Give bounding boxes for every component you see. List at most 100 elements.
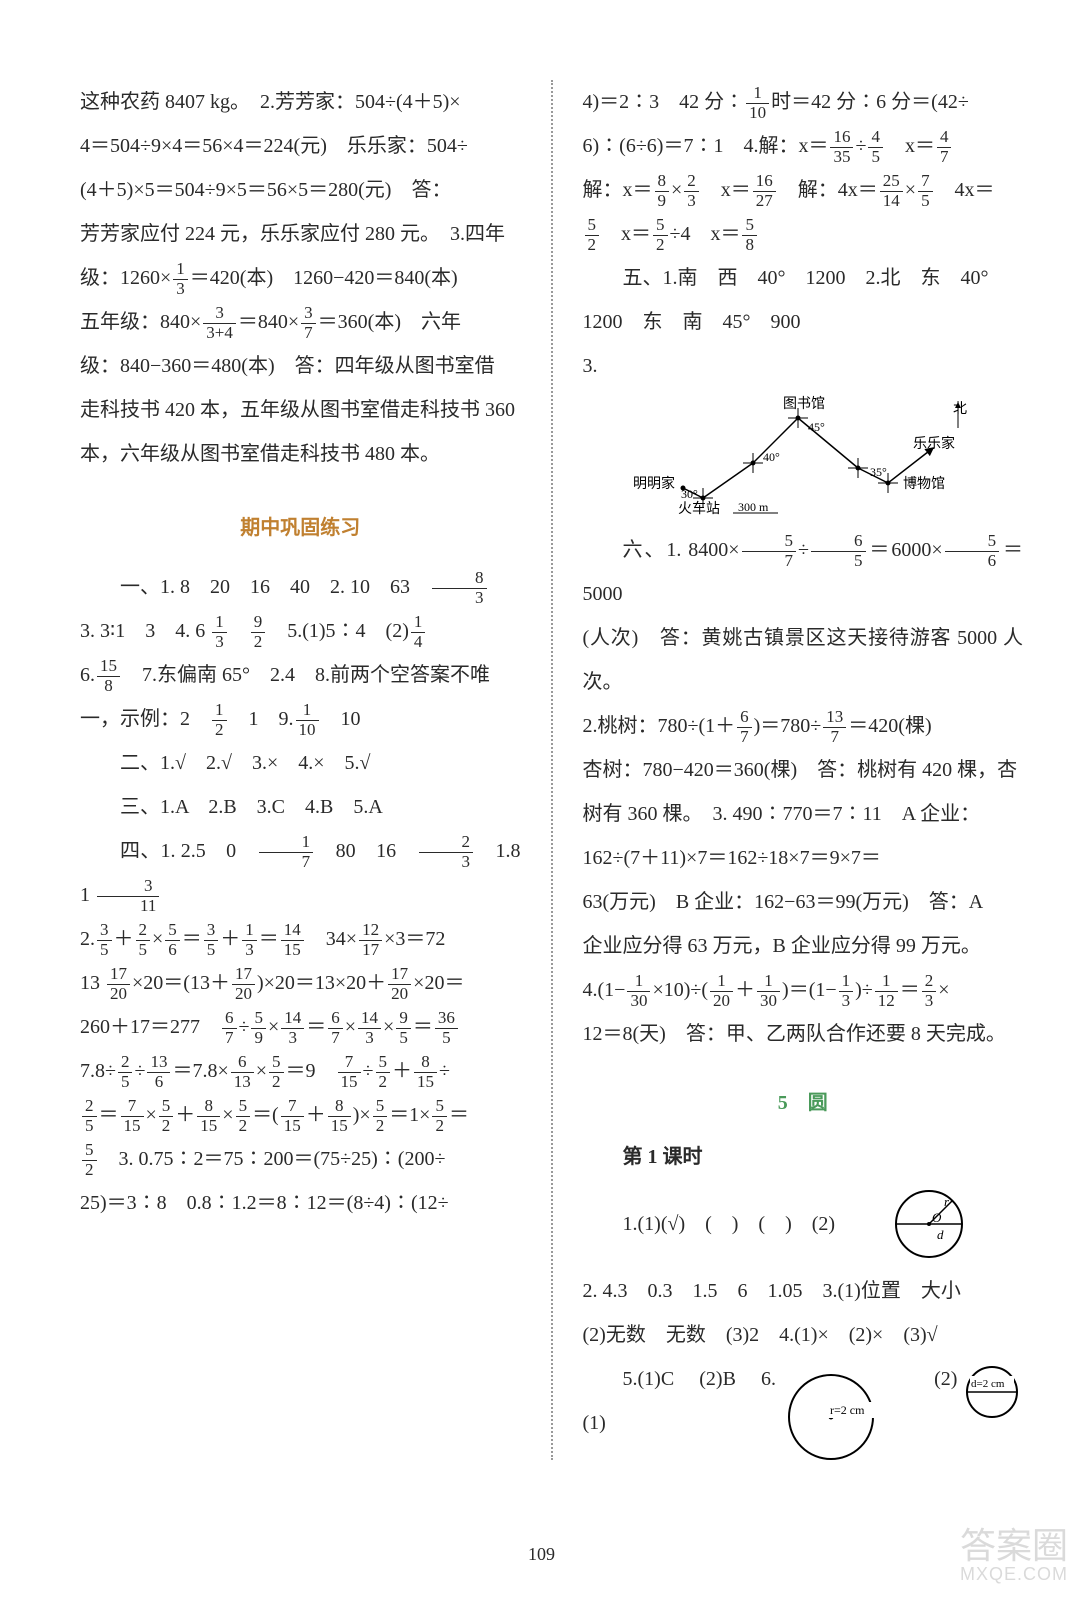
fraction: 52 [585, 216, 600, 254]
fraction: 57 [742, 532, 797, 570]
text: 5.(1)C (2)B 6.(1) [583, 1357, 777, 1445]
fraction: 52 [376, 1053, 391, 1091]
fraction: 52 [432, 1097, 447, 1135]
text: 一、1. 8 20 16 40 2. 10 63 [120, 576, 430, 598]
text: )＝780÷ [754, 715, 822, 737]
text-line: 2.35＋25×56＝35＋13＝1415 34×1217×3＝72 [80, 917, 521, 961]
svg-text:d=2 cm: d=2 cm [971, 1378, 1005, 1390]
fraction: 23 [922, 972, 937, 1010]
text-line: 一、1. 8 20 16 40 2. 10 63 83 [80, 565, 521, 609]
text: ÷ [239, 1016, 250, 1038]
fraction: 23 [684, 172, 699, 210]
fraction: 110 [746, 84, 769, 122]
text [229, 620, 249, 642]
fraction: 13 [839, 972, 854, 1010]
text: ＋ [735, 979, 755, 1001]
fraction: 35 [204, 921, 219, 959]
page-number: 109 [0, 1535, 1083, 1575]
fraction: 815 [414, 1053, 437, 1091]
right-column: 4)＝2∶3 42 分∶110时＝42 分∶6 分＝(42÷ 6)∶(6÷6)＝… [583, 80, 1024, 1460]
fraction: 1217 [359, 921, 382, 959]
svg-text:明明家: 明明家 [633, 475, 675, 492]
svg-text:40°: 40° [763, 450, 780, 464]
svg-text:乐乐家: 乐乐家 [913, 435, 955, 452]
text-line: 7.8÷25÷136＝7.8×613×52＝9 715÷52＋815÷ [80, 1049, 521, 1093]
fraction: 143 [358, 1009, 381, 1047]
text: 一，示例：2 [80, 708, 210, 730]
text-line: 树有 360 棵。 3. 490∶770＝7∶11 A 企业： [583, 792, 1024, 836]
text: 10 [321, 708, 361, 730]
fraction: 815 [197, 1097, 220, 1135]
fraction: 52 [82, 1141, 97, 1179]
svg-text:d: d [937, 1227, 944, 1242]
fraction: 52 [159, 1097, 174, 1135]
text-line: 级：840−360＝480(本) 答：四年级从图书室借 [80, 344, 521, 388]
fraction: 59 [251, 1009, 266, 1047]
text-line: 260＋17＝277 67÷59×143＝67×143×95＝365 [80, 1005, 521, 1049]
text-line: 企业应分得 63 万元，B 企业应分得 99 万元。 [583, 924, 1024, 968]
text: 4)＝2∶3 42 分∶ [583, 91, 745, 113]
text-line: 6.158 7.东偏南 65° 2.4 8.前两个空答案不唯 [80, 653, 521, 697]
text: × [383, 1016, 394, 1038]
text-line: 52 x＝52÷4 x＝58 [583, 212, 1024, 256]
text: ＝360(本) 六年 [318, 311, 461, 333]
text-line: 4)＝2∶3 42 分∶110时＝42 分∶6 分＝(42÷ [583, 80, 1024, 124]
fraction: 89 [655, 172, 670, 210]
fraction: 67 [222, 1009, 237, 1047]
fraction: 67 [328, 1009, 343, 1047]
fraction: 52 [269, 1053, 284, 1091]
text-line: 4＝504÷9×4＝56×4＝224(元) 乐乐家：504÷ [80, 124, 521, 168]
text: x＝ [601, 223, 651, 245]
fraction: 83 [432, 569, 487, 607]
text-line: 走科技书 420 本，五年级从图书室借走科技书 360 [80, 388, 521, 432]
text: 解：4x＝ [778, 179, 878, 201]
text: ＋ [175, 1104, 195, 1126]
fraction: 1720 [107, 965, 130, 1003]
fraction: 35 [97, 921, 112, 959]
text-line: (人次) 答：黄姚古镇景区这天接待游客 5000 人次。 [583, 616, 1024, 704]
fraction: 613 [231, 1053, 254, 1091]
fraction: 95 [396, 1009, 411, 1047]
fraction: 23 [419, 833, 474, 871]
text: )＝(1− [782, 979, 837, 1001]
text-line: 13 1720×20＝(13＋1720)×20＝13×20＋1720×20＝ [80, 961, 521, 1005]
text: 80 16 [315, 840, 416, 862]
text: ×3＝72 [384, 928, 445, 950]
fraction: 311 [97, 877, 159, 915]
text: × [256, 1060, 267, 1082]
text-line: 一，示例：2 12 1 9.110 10 [80, 697, 521, 741]
text: ＝420(棵) [848, 715, 931, 737]
text-line: 2.桃树：780÷(1＋67)＝780÷137＝420(棵) [583, 704, 1024, 748]
text: 六、1. 8400× [623, 539, 740, 561]
fraction: 130 [627, 972, 650, 1010]
text: × [905, 179, 916, 201]
text: 13 [80, 972, 105, 994]
text: ＋ [392, 1060, 412, 1082]
fraction: 137 [823, 708, 846, 746]
text-line: 五年级：840×33+4＝840×37＝360(本) 六年 [80, 300, 521, 344]
text-line: 4.(1−130×10)÷(120＋130)＝(1−13)÷112＝23× [583, 968, 1024, 1012]
svg-text:博物馆: 博物馆 [903, 475, 945, 492]
fraction: 25 [136, 921, 151, 959]
text-line: 二、1.√ 2.√ 3.× 4.× 5.√ [80, 741, 521, 785]
fraction: 1627 [753, 172, 776, 210]
text-line: (4＋5)×5＝504÷9×5＝56×5＝280(元) 答： [80, 168, 521, 212]
text-line: 162÷(7＋11)×7＝162÷18×7＝9×7＝ [583, 836, 1024, 880]
text: ＝ [900, 979, 920, 1001]
fraction: 715 [338, 1053, 361, 1091]
fraction: 715 [281, 1097, 304, 1135]
text: ＝ [449, 1104, 469, 1126]
text-line: 解：x＝89×23 x＝1627 解：4x＝2514×75 4x＝ [583, 168, 1024, 212]
svg-text:r: r [944, 1194, 950, 1209]
svg-text:300 m: 300 m [738, 500, 769, 514]
text: 级：1260× [80, 267, 171, 289]
text: ＝1× [389, 1104, 430, 1126]
text: ＝9 [286, 1060, 336, 1082]
fraction: 52 [653, 216, 668, 254]
text: ＝ [306, 1016, 326, 1038]
fraction: 56 [165, 921, 180, 959]
text: ＝ [99, 1104, 119, 1126]
text: 4x＝ [935, 179, 995, 201]
fraction: 58 [742, 216, 757, 254]
fraction: 65 [811, 532, 866, 570]
